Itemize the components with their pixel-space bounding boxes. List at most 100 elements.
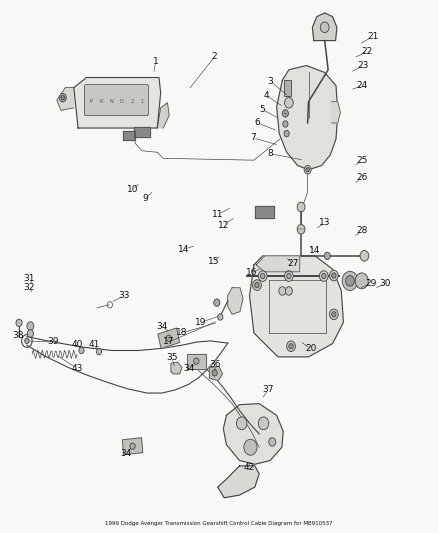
Circle shape — [25, 338, 29, 344]
Text: 42: 42 — [244, 463, 255, 472]
Circle shape — [324, 252, 330, 260]
Polygon shape — [255, 206, 275, 217]
Polygon shape — [157, 103, 169, 128]
Circle shape — [244, 439, 257, 455]
Circle shape — [297, 202, 305, 212]
Circle shape — [287, 341, 295, 352]
Text: 24: 24 — [357, 81, 368, 90]
Circle shape — [346, 276, 354, 286]
Text: 2: 2 — [212, 52, 217, 61]
Text: 35: 35 — [166, 353, 177, 362]
Polygon shape — [134, 127, 150, 138]
Text: 19: 19 — [195, 318, 206, 327]
Text: 17: 17 — [163, 337, 174, 346]
Polygon shape — [123, 131, 135, 140]
Circle shape — [285, 98, 293, 108]
Text: 34: 34 — [184, 364, 195, 373]
Polygon shape — [74, 77, 161, 128]
Text: 37: 37 — [262, 385, 274, 394]
Text: 4: 4 — [263, 91, 269, 100]
Text: 25: 25 — [357, 156, 368, 165]
Text: 11: 11 — [212, 210, 224, 219]
Text: 14: 14 — [309, 246, 321, 255]
Polygon shape — [256, 256, 300, 272]
Text: 15: 15 — [208, 257, 219, 265]
Text: 1999 Dodge Avenger Transmission Gearshift Control Cable Diagram for MB910537: 1999 Dodge Avenger Transmission Gearshif… — [105, 521, 333, 526]
Text: 41: 41 — [89, 340, 100, 349]
Text: 22: 22 — [362, 47, 373, 55]
Bar — [284, 80, 291, 96]
Polygon shape — [277, 66, 338, 169]
Polygon shape — [158, 328, 180, 349]
Polygon shape — [171, 362, 182, 374]
Circle shape — [297, 224, 305, 234]
Circle shape — [286, 287, 292, 295]
Text: 14: 14 — [177, 245, 189, 254]
Text: 7: 7 — [250, 133, 256, 142]
Circle shape — [16, 319, 22, 327]
Text: 18: 18 — [176, 328, 187, 337]
Circle shape — [283, 110, 288, 117]
Text: 3: 3 — [268, 77, 273, 86]
Text: 30: 30 — [379, 279, 391, 288]
Circle shape — [59, 93, 66, 102]
Text: N: N — [110, 99, 113, 104]
Circle shape — [355, 273, 368, 289]
Polygon shape — [209, 367, 223, 381]
Circle shape — [27, 322, 34, 330]
Text: 34: 34 — [121, 449, 132, 458]
Text: 34: 34 — [156, 321, 168, 330]
Polygon shape — [228, 288, 243, 314]
Text: 26: 26 — [357, 173, 368, 182]
Circle shape — [332, 312, 336, 317]
Circle shape — [261, 273, 265, 279]
Circle shape — [342, 271, 358, 290]
Polygon shape — [250, 256, 343, 357]
Circle shape — [332, 273, 336, 278]
Polygon shape — [57, 87, 74, 110]
Text: 12: 12 — [218, 221, 229, 230]
Circle shape — [284, 131, 289, 137]
Circle shape — [166, 335, 171, 342]
Circle shape — [130, 443, 135, 449]
FancyBboxPatch shape — [85, 85, 148, 116]
Circle shape — [320, 22, 329, 33]
Text: 27: 27 — [287, 260, 299, 268]
Circle shape — [218, 314, 223, 320]
Text: 1: 1 — [140, 99, 144, 104]
Circle shape — [304, 165, 311, 174]
Text: 38: 38 — [12, 331, 24, 340]
Circle shape — [319, 271, 328, 281]
Circle shape — [253, 280, 261, 290]
Circle shape — [285, 271, 293, 281]
Circle shape — [194, 358, 199, 365]
Circle shape — [283, 121, 288, 127]
Polygon shape — [312, 13, 337, 41]
Circle shape — [61, 95, 64, 100]
Circle shape — [360, 251, 369, 261]
Circle shape — [258, 417, 269, 430]
Polygon shape — [332, 102, 340, 123]
Circle shape — [255, 282, 259, 288]
Text: 20: 20 — [305, 344, 316, 353]
Circle shape — [306, 167, 309, 172]
Text: 43: 43 — [71, 364, 83, 373]
Text: 13: 13 — [319, 219, 330, 228]
Circle shape — [237, 417, 247, 430]
Text: 36: 36 — [210, 360, 221, 369]
Text: 28: 28 — [357, 226, 368, 235]
Text: 10: 10 — [127, 185, 138, 194]
Text: 23: 23 — [357, 61, 369, 70]
Polygon shape — [187, 354, 206, 368]
Circle shape — [321, 273, 326, 279]
Text: 31: 31 — [23, 273, 35, 282]
Circle shape — [279, 287, 286, 295]
Text: 29: 29 — [365, 279, 377, 288]
Text: 6: 6 — [254, 118, 260, 127]
Text: 39: 39 — [47, 337, 59, 346]
Circle shape — [289, 344, 293, 349]
Text: 1: 1 — [153, 58, 159, 66]
Circle shape — [287, 273, 291, 279]
Circle shape — [329, 309, 338, 320]
Text: 2: 2 — [130, 99, 133, 104]
